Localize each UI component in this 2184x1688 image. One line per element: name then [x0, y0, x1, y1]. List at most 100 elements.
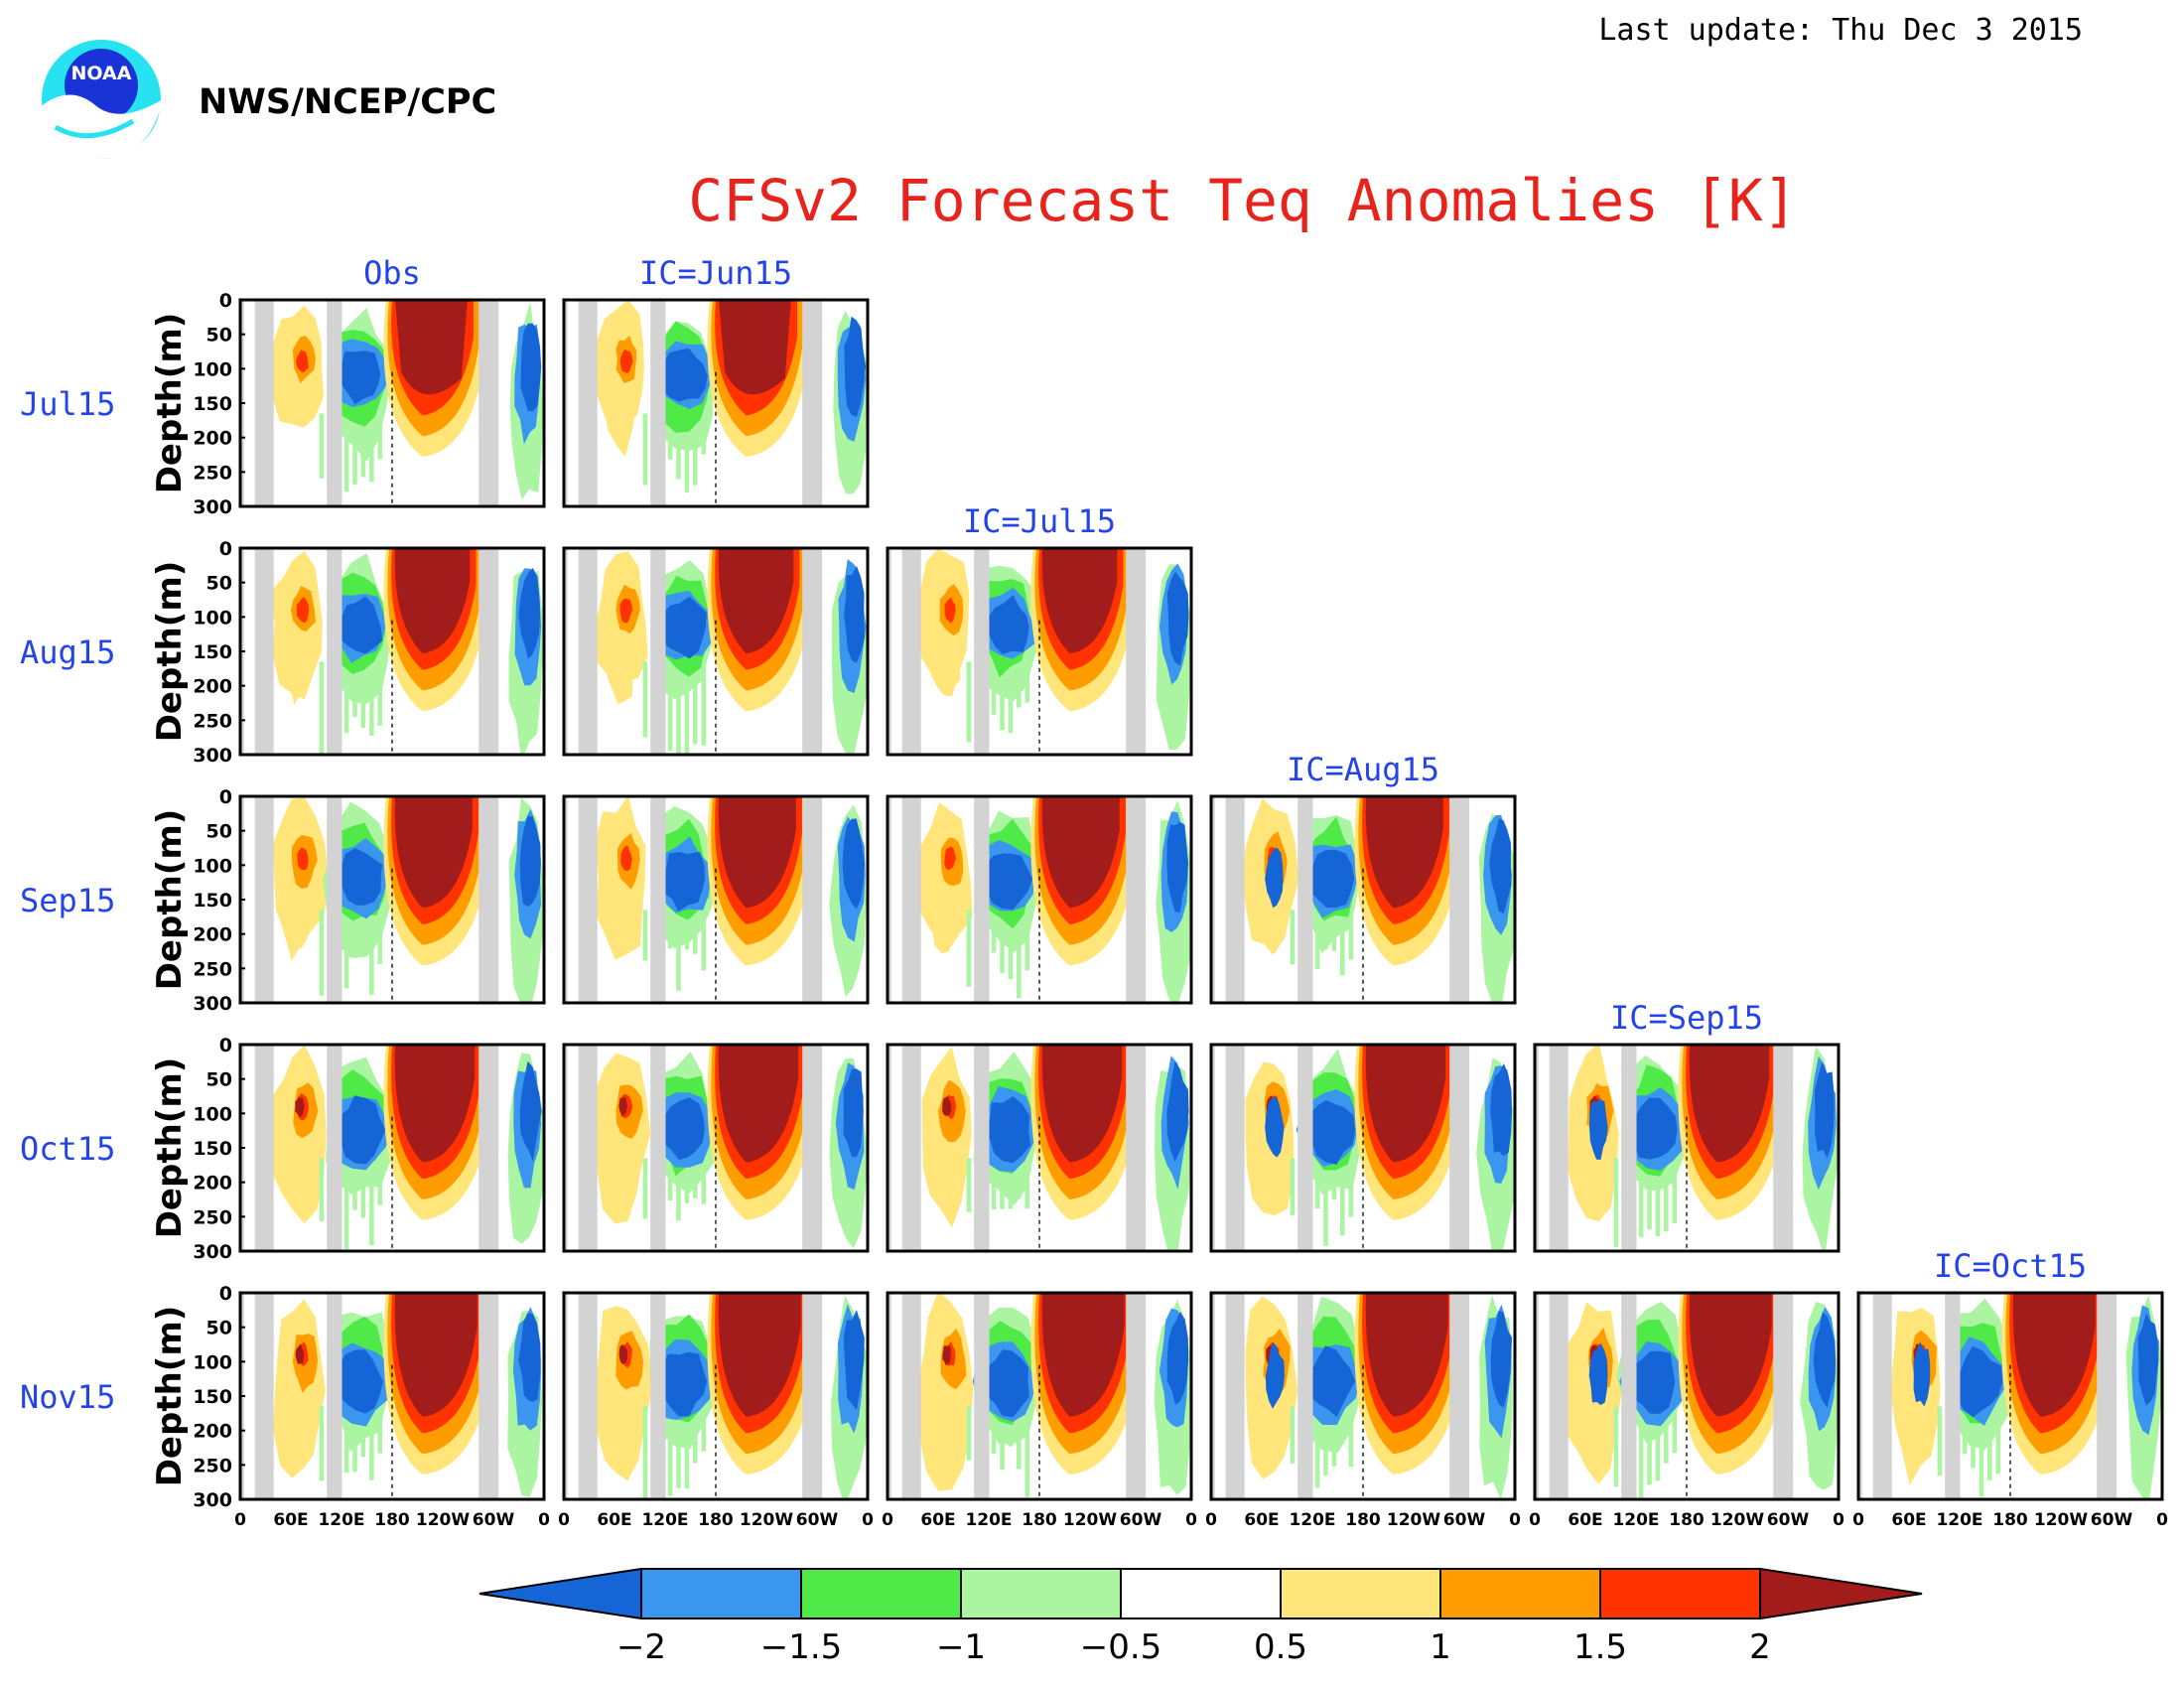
- x-tick-label: 120W: [1710, 1510, 1764, 1530]
- anomaly-streak: [1323, 910, 1328, 950]
- land-mask: [650, 796, 666, 1003]
- anomaly-streak: [966, 1158, 972, 1212]
- anomaly-streak: [991, 1406, 997, 1454]
- y-tick-label: 100: [193, 1103, 232, 1125]
- panel-jul15-ic-jun15: IC=Jun15: [562, 254, 870, 508]
- anomaly-streak: [1672, 1158, 1678, 1223]
- panel-aug15-ic-jul15: IC=Jul15: [886, 502, 1193, 757]
- anomaly-region: [297, 847, 309, 871]
- land-mask: [887, 548, 891, 755]
- warm-pool-core: [718, 796, 796, 909]
- y-tick-label: 200: [193, 676, 232, 698]
- row-label: Aug15: [20, 633, 115, 671]
- anomaly-region: [519, 1060, 542, 1162]
- x-tick-label: 0: [538, 1510, 550, 1530]
- panel-frame: [1533, 1291, 1841, 1501]
- anomaly-streak: [1979, 1406, 1984, 1497]
- panel-frame: [886, 794, 1193, 1005]
- land-mask: [1621, 1293, 1637, 1499]
- x-tick-label: 0: [1185, 1510, 1197, 1530]
- warm-pool-core: [1365, 1045, 1446, 1163]
- anomaly-streak: [343, 1406, 349, 1474]
- colorbar-arrow-right: [1759, 1567, 1923, 1620]
- colorbar-box: [1280, 1568, 1441, 1619]
- anomaly-streak: [1314, 910, 1320, 970]
- x-tick-label: 60E: [1891, 1510, 1926, 1530]
- anomaly-region: [844, 565, 865, 663]
- anomaly-streak: [1348, 910, 1354, 960]
- column-label: IC=Oct15: [1934, 1247, 2087, 1285]
- anomaly-streak: [319, 661, 325, 754]
- x-tick-label: 180: [1992, 1510, 2028, 1530]
- anomaly-streak: [991, 910, 997, 953]
- x-tick-label: 60E: [1244, 1510, 1279, 1530]
- x-tick-label: 60W: [1120, 1510, 1162, 1530]
- anomaly-streak: [642, 661, 648, 738]
- anomaly-streak: [369, 661, 374, 736]
- panel-frame: [562, 546, 870, 757]
- warm-pool-core: [394, 1293, 478, 1417]
- anomaly-region: [518, 1313, 541, 1402]
- anomaly-streak: [377, 413, 383, 460]
- anomaly-streak: [667, 910, 673, 949]
- warm-pool-core: [394, 796, 473, 909]
- panel-frame: [886, 1043, 1193, 1253]
- anomaly-streak: [377, 1158, 383, 1205]
- anomaly-streak: [1638, 1158, 1644, 1238]
- anomaly-streak: [1655, 1158, 1661, 1237]
- anomaly-region: [1308, 1100, 1355, 1165]
- noaa-logo-text: NOAA: [71, 63, 132, 84]
- land-mask: [1549, 1293, 1569, 1499]
- y-tick-label: 50: [206, 573, 232, 595]
- land-mask: [327, 1045, 342, 1251]
- panel-frame: [1209, 794, 1517, 1005]
- anomaly-region: [986, 1096, 1030, 1164]
- panel-nov15-ic-jul15: 0 60E 120E 180 120W 60W 0: [882, 1291, 1197, 1530]
- anomaly-streak: [1340, 910, 1345, 976]
- anomaly-streak: [1024, 1158, 1030, 1209]
- anomaly-streak: [1024, 661, 1030, 703]
- x-tick-label: 120E: [965, 1510, 1012, 1530]
- x-tick-label: 120W: [1063, 1510, 1117, 1530]
- anomaly-streak: [1638, 1406, 1644, 1498]
- land-mask: [1225, 1293, 1245, 1499]
- y-tick-label: 0: [219, 1035, 232, 1056]
- anomaly-streak: [343, 413, 349, 492]
- land-mask: [1449, 1293, 1470, 1499]
- anomaly-streak: [1331, 1406, 1337, 1467]
- anomaly-streak: [360, 413, 366, 478]
- x-tick-label: 120E: [1289, 1510, 1335, 1530]
- y-tick-label: 50: [206, 1069, 232, 1091]
- anomaly-streak: [1000, 910, 1005, 973]
- anomaly-streak: [684, 661, 690, 755]
- x-tick-label: 0: [558, 1510, 570, 1530]
- anomaly-region: [1955, 1345, 2003, 1418]
- x-tick-label: 0: [862, 1510, 874, 1530]
- y-tick-label: 150: [193, 1386, 232, 1408]
- land-mask: [1297, 1045, 1313, 1251]
- anomaly-region: [661, 348, 708, 402]
- panel-frame: [886, 1291, 1193, 1501]
- warm-pool-core: [1041, 548, 1118, 654]
- y-tick-label: 300: [193, 745, 232, 767]
- panel-nov15-ic-aug15: 0 60E 120E 180 120W 60W 0: [1205, 1291, 1521, 1530]
- anomaly-streak: [966, 661, 972, 743]
- anomaly-streak: [1664, 1406, 1669, 1464]
- x-tick-label: 0: [1205, 1510, 1217, 1530]
- colorbar-label: −2: [616, 1627, 666, 1667]
- x-tick-label: 180: [698, 1510, 734, 1530]
- anomaly-region: [605, 358, 635, 457]
- x-tick-label: 0: [234, 1510, 246, 1530]
- anomaly-streak: [1008, 910, 1014, 980]
- anomaly-streak: [1000, 1158, 1005, 1209]
- row-label: Oct15: [20, 1130, 115, 1168]
- panel-sep15-ic-aug15: IC=Aug15: [1209, 751, 1517, 1005]
- colorbar-label: 1: [1430, 1627, 1451, 1667]
- anomaly-streak: [667, 1158, 673, 1200]
- colorbar-label: −1: [936, 1627, 986, 1667]
- x-tick-label: 0: [1509, 1510, 1521, 1530]
- anomaly-streak: [343, 1158, 349, 1250]
- anomaly-streak: [369, 1158, 374, 1246]
